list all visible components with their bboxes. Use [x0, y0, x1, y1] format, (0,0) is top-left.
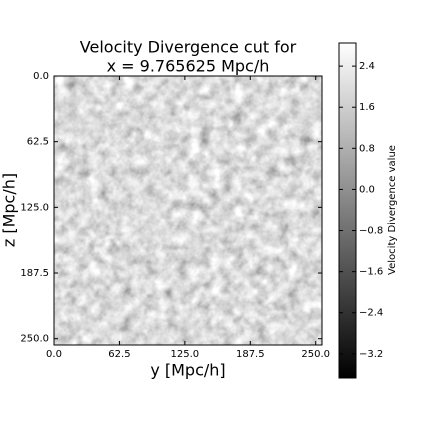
colorbar-tick-label: 0.8 — [359, 143, 375, 154]
x-axis-label: y [Mpc/h] — [150, 361, 225, 380]
colorbar-tick-label: 0.0 — [359, 184, 375, 195]
y-tick-label: 125.0 — [20, 202, 49, 213]
x-tick-label: 0.0 — [46, 349, 62, 360]
y-tick-label: 0.0 — [33, 71, 49, 82]
colorbar-tick-label: −3.2 — [359, 349, 383, 360]
colorbar-tick-label: −2.4 — [359, 308, 383, 319]
colorbar-tick-label: 1.6 — [359, 102, 375, 113]
colorbar — [338, 42, 357, 379]
colorbar-label: Velocity Divergence value — [387, 145, 398, 275]
y-tick-label: 250.0 — [20, 334, 49, 345]
x-tick-label: 125.0 — [171, 349, 200, 360]
colorbar-tick-label: −1.6 — [359, 267, 383, 278]
plot-frame — [53, 75, 323, 346]
x-tick-label: 187.5 — [236, 349, 265, 360]
chart-title: x = 9.765625 Mpc/h — [107, 57, 270, 76]
colorbar-tick-label: 2.4 — [359, 61, 375, 72]
x-tick-label: 62.5 — [108, 349, 130, 360]
heatmap-image — [54, 76, 322, 345]
x-tick-label: 250.0 — [301, 349, 330, 360]
colorbar-tick-label: −0.8 — [359, 226, 383, 237]
y-tick-label: 62.5 — [27, 137, 49, 148]
y-axis-label: z [Mpc/h] — [0, 173, 19, 247]
chart-title: Velocity Divergence cut for — [80, 38, 297, 57]
y-tick-label: 187.5 — [20, 268, 49, 279]
